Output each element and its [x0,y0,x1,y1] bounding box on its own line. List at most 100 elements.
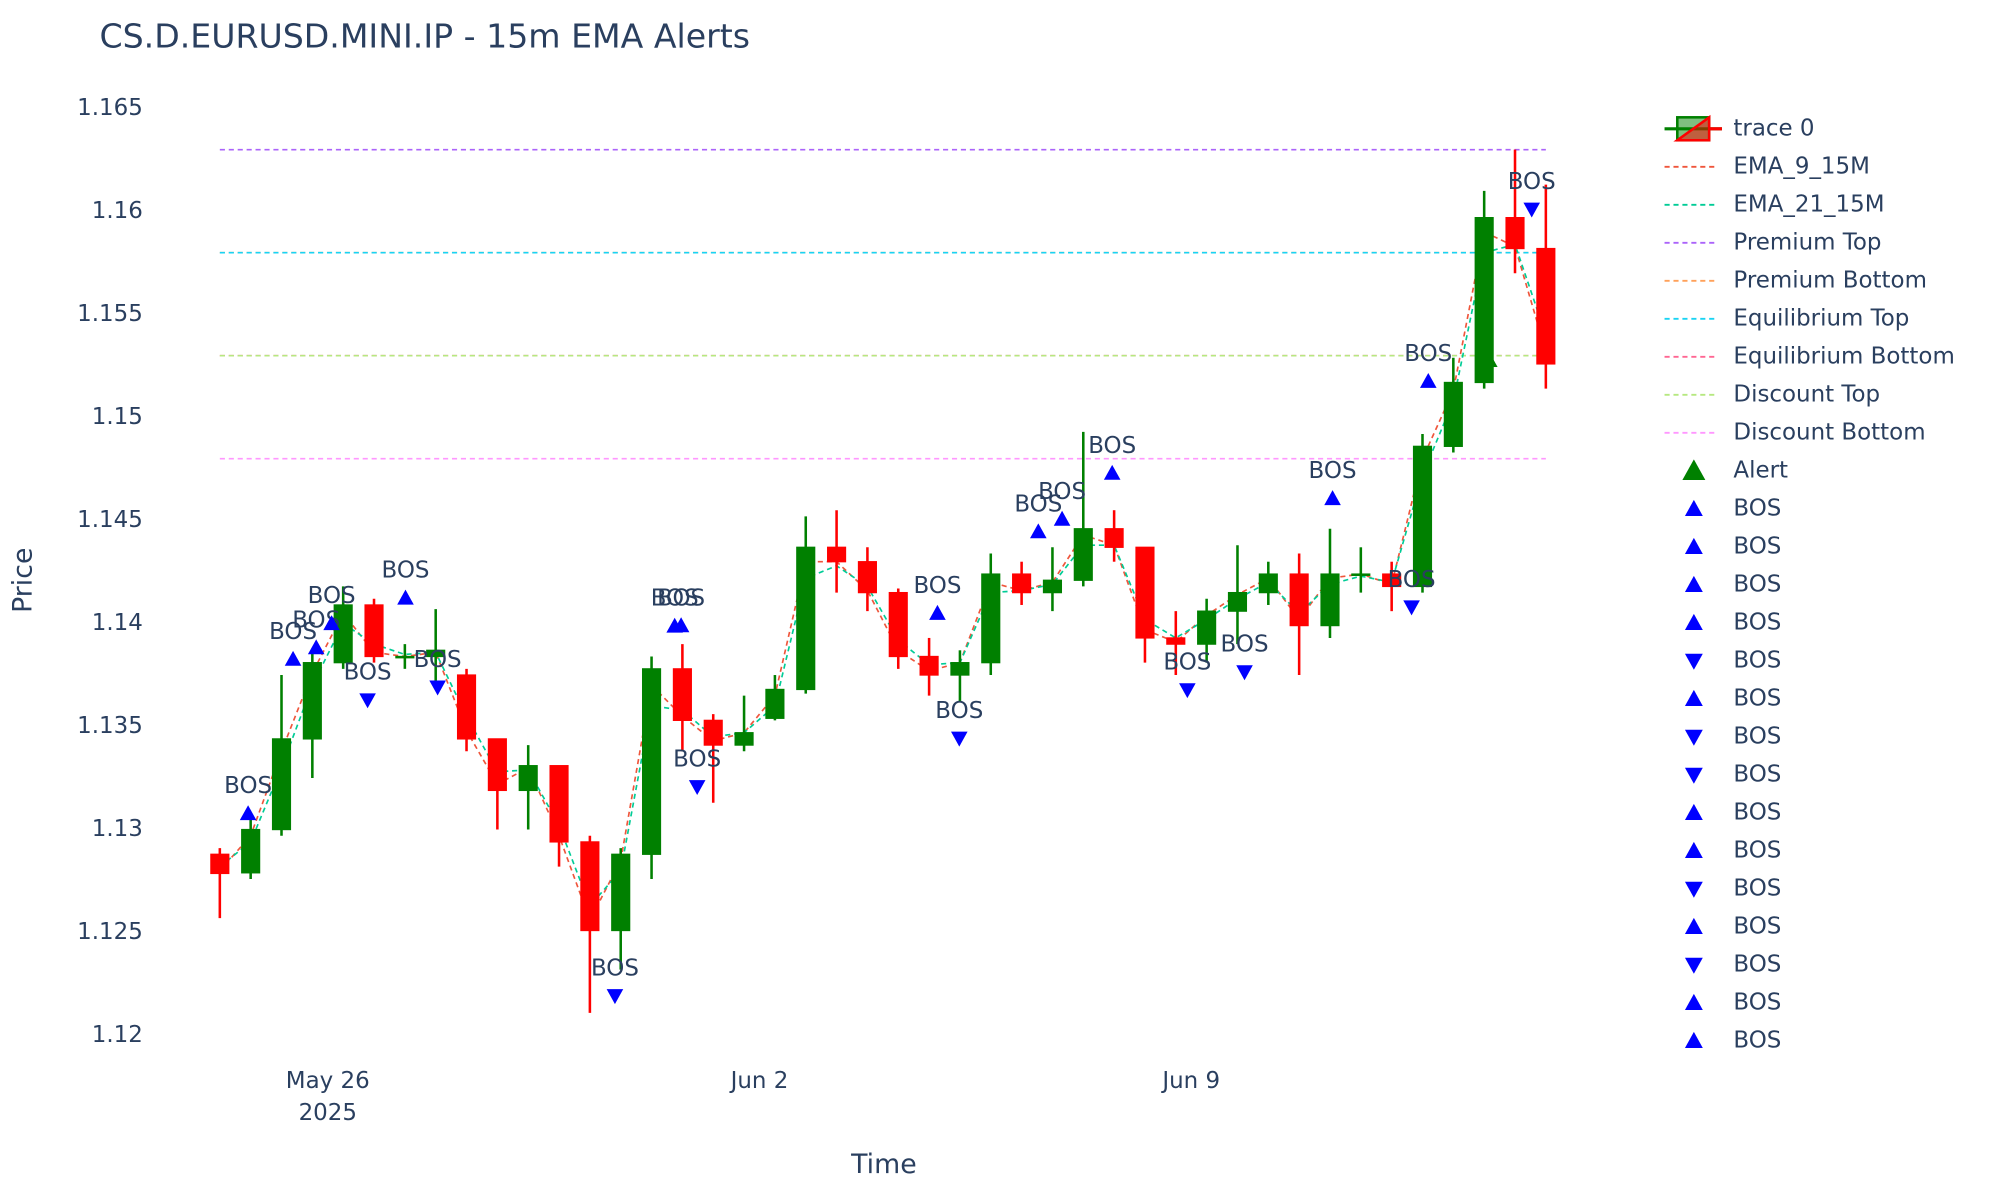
bos-label: BOS [308,583,356,609]
candle [1166,611,1186,676]
candle [241,815,261,879]
bos-marker [323,615,340,631]
candle [857,547,877,612]
legend-swatch [1684,917,1703,934]
alert-marker [1475,347,1498,368]
legend-label: BOS [1733,913,1781,939]
legend-swatch [1684,767,1703,784]
candle [1505,149,1525,274]
y-tick-label: 1.165 [77,95,143,121]
candle [364,598,384,663]
candle [549,765,569,867]
chart-title: CS.D.EURUSD.MINI.IP - 15m EMA Alerts [99,17,750,56]
y-tick-label: 1.13 [92,816,143,842]
y-tick-label: 1.12 [92,1022,143,1048]
candle-body [1289,573,1309,627]
legend-label: Equilibrium Top [1733,305,1909,331]
bos-label: BOS [1388,567,1436,593]
candle [487,738,507,830]
legend-swatch [1684,613,1703,630]
legend-label: Discount Bottom [1733,419,1925,445]
candle-body [734,732,754,746]
legend-swatch [1684,499,1703,516]
candle-body [210,853,230,875]
legend-label: Premium Bottom [1733,267,1927,293]
legend-swatch [1684,957,1703,974]
bos-label: BOS [1309,458,1357,484]
bos-marker [239,805,257,821]
plot-area: BOSBOSBOSBOSBOSBOSBOSBOSBOSBOSBOSBOSBOSB… [210,148,1556,1013]
candle-body [981,573,1001,664]
candle-body [1197,610,1217,645]
y-tick-label: 1.15 [92,404,143,430]
candle [1073,431,1093,587]
candle [672,644,692,752]
legend-swatch [1684,537,1703,554]
legend-label: BOS [1733,951,1781,977]
candle-body [333,604,353,664]
y-tick-label: 1.14 [92,610,143,636]
bos-marker [397,589,414,605]
legend-label: BOS [1733,1027,1781,1053]
legend-swatch [1684,653,1703,670]
candle-body [796,546,816,691]
bos-marker [1419,372,1437,388]
legend-label: BOS [1733,989,1781,1015]
bos-label: BOS [591,956,639,982]
candle-body [395,655,415,659]
candle [888,588,908,669]
bos-label: BOS [1163,650,1211,676]
candle [1197,598,1217,663]
candle [1289,553,1309,676]
bos-label: BOS [382,558,430,584]
bos-label: BOS [1014,491,1062,517]
candle [734,695,754,752]
x-tick-label: Jun 2 [729,1068,789,1094]
legend-swatch [1684,729,1703,746]
bos-label: BOS [1038,479,1086,505]
legend-label: BOS [1733,685,1781,711]
candle [271,675,292,836]
candle [1104,510,1124,562]
bos-marker [307,639,325,655]
legend-swatch [1682,459,1706,480]
legend-label: BOS [1733,647,1781,673]
candle-body [1258,573,1278,594]
candle [210,848,230,919]
y-tick-label: 1.16 [92,198,143,224]
candle-body [1382,573,1402,588]
bos-marker [1403,600,1420,616]
candle [1258,561,1278,605]
bos-marker [1179,683,1196,699]
legend-label: trace 0 [1733,115,1814,141]
bos-label: BOS [1404,341,1452,367]
bos-marker [1324,490,1341,506]
y-tick-label: 1.125 [77,919,143,945]
y-axis-title: Price [8,548,39,613]
legend-label: BOS [1733,799,1781,825]
legend-label: EMA_9_15M [1733,153,1869,179]
candle-body [950,662,970,676]
candle-body [1536,247,1556,365]
bos-label: BOS [269,619,317,645]
legend-label: BOS [1733,761,1781,787]
legend-swatch [1684,575,1703,592]
candle [580,835,600,1013]
candle [1012,561,1032,605]
bos-label: BOS [414,647,462,673]
candle-body [1135,546,1155,639]
candle-body [1320,573,1340,627]
candle-body [827,546,847,563]
candle-body [1227,591,1248,612]
candle [611,848,631,970]
candle [1351,547,1371,593]
candle-body [765,688,785,719]
bos-marker [1053,510,1071,526]
legend-swatch [1684,993,1703,1010]
legend-swatch [1684,689,1703,706]
candle-body [580,841,600,932]
candle [919,637,939,696]
legend-label: BOS [1733,875,1781,901]
candle-body [672,668,692,721]
candle [703,714,723,803]
